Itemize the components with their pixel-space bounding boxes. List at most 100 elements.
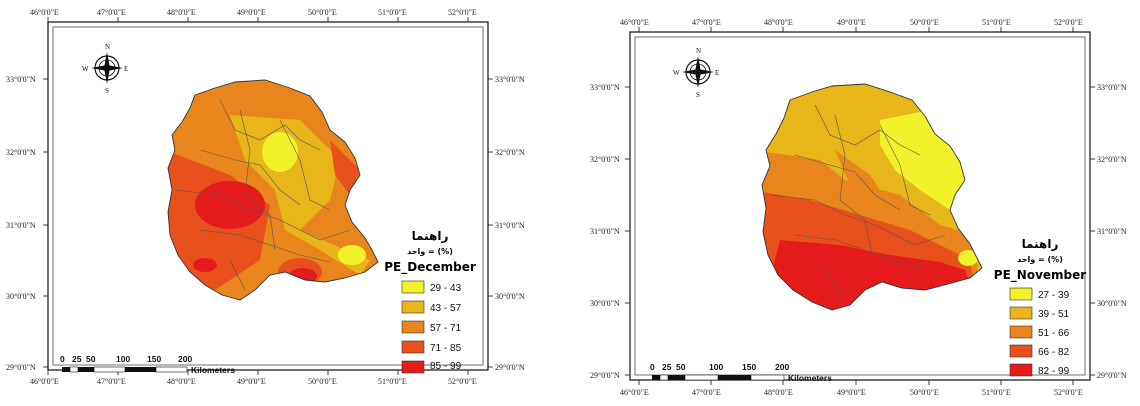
coord-label: 30°0'0"N	[495, 292, 525, 301]
legend-december: راهنما واحد = (%) PE_December 29 - 43 43…	[384, 229, 476, 374]
map-november: 46°0'0"E 47°0'0"E 48°0'0"E 49°0'0"E 50°0…	[590, 18, 1127, 397]
coord-label: 51°0'0"E	[982, 18, 1011, 27]
scale-unit: Kilometers	[788, 373, 832, 383]
coord-label: 51°0'0"E	[982, 388, 1011, 397]
legend-swatch	[401, 320, 425, 334]
coord-label: 52°0'0"E	[448, 377, 477, 386]
coord-label: 51°0'0"E	[378, 8, 407, 17]
coord-label: 48°0'0"E	[167, 8, 196, 17]
legend-layer-name: PE_December	[384, 260, 476, 275]
coord-label: 29°0'0"N	[590, 371, 620, 380]
legend-label: 27 - 39	[1038, 290, 1070, 301]
legend-unit: واحد = (%)	[407, 247, 453, 256]
legend-swatch	[1009, 325, 1033, 339]
legend-title: راهنما	[1022, 237, 1059, 251]
svg-text:S: S	[696, 91, 700, 99]
coord-label: 49°0'0"E	[837, 18, 866, 27]
coord-label: 47°0'0"E	[692, 18, 721, 27]
coord-label: 50°0'0"E	[308, 377, 337, 386]
coord-label: 31°0'0"N	[6, 221, 36, 230]
coord-label: 50°0'0"E	[910, 18, 939, 27]
legend-swatch	[1009, 306, 1033, 320]
legend-swatch	[401, 300, 425, 314]
coord-label: 33°0'0"N	[495, 75, 525, 84]
coord-label: 48°0'0"E	[764, 388, 793, 397]
legend-label: 39 - 51	[1038, 309, 1070, 320]
coord-label: 32°0'0"N	[590, 155, 620, 164]
legend-swatch	[401, 340, 425, 354]
coord-label: 46°0'0"E	[30, 8, 59, 17]
svg-text:S: S	[105, 87, 109, 95]
svg-text:E: E	[715, 69, 719, 77]
coord-label: 33°0'0"N	[1097, 83, 1127, 92]
scale-bar-november: 0 25 50 100 150 200 Kilometers	[650, 362, 832, 383]
coord-label: 29°0'0"N	[495, 363, 525, 372]
legend-label: 82 - 99	[1038, 366, 1070, 377]
coord-label: 30°0'0"N	[590, 299, 620, 308]
map-panel-december: 46°0'0"E 47°0'0"E 48°0'0"E 49°0'0"E 50°0…	[0, 0, 560, 401]
scale-unit: Kilometers	[191, 365, 235, 375]
svg-text:0: 0	[650, 362, 655, 372]
bottom-longitude-labels: 46°0'0"E 47°0'0"E 48°0'0"E 49°0'0"E 50°0…	[620, 388, 1083, 397]
svg-text:50: 50	[676, 362, 686, 372]
legend-swatch	[1009, 363, 1033, 377]
top-longitude-labels: 46°0'0"E 47°0'0"E 48°0'0"E 49°0'0"E 50°0…	[620, 18, 1083, 27]
legend-swatch	[1009, 344, 1033, 358]
coord-label: 33°0'0"N	[590, 83, 620, 92]
svg-text:200: 200	[775, 362, 789, 372]
svg-text:N: N	[696, 47, 701, 55]
legend-label: 71 - 85	[430, 343, 462, 354]
coord-label: 52°0'0"E	[1054, 388, 1083, 397]
legend-swatch	[1009, 287, 1033, 301]
coord-label: 48°0'0"E	[167, 377, 196, 386]
left-latitude-labels: 33°0'0"N 32°0'0"N 31°0'0"N 30°0'0"N 29°0…	[6, 75, 36, 372]
coord-label: 32°0'0"N	[495, 148, 525, 157]
svg-text:100: 100	[116, 354, 130, 364]
coord-label: 48°0'0"E	[764, 18, 793, 27]
right-latitude-labels: 33°0'0"N 32°0'0"N 31°0'0"N 30°0'0"N 29°0…	[1097, 83, 1127, 380]
svg-text:200: 200	[178, 354, 192, 364]
north-arrow-icon: N S E W	[673, 47, 719, 99]
coord-label: 52°0'0"E	[448, 8, 477, 17]
scale-bar-december: 0 25 50 100 150 200 Kilometers	[60, 354, 235, 375]
svg-text:0: 0	[60, 354, 65, 364]
svg-text:100: 100	[709, 362, 723, 372]
legend-label: 43 - 57	[430, 303, 462, 314]
legend-unit: واحد = (%)	[1017, 255, 1063, 264]
coord-label: 46°0'0"E	[620, 18, 649, 27]
coord-label: 49°0'0"E	[837, 388, 866, 397]
legend-swatch	[401, 360, 425, 374]
svg-text:W: W	[82, 65, 89, 73]
top-longitude-labels: 46°0'0"E 47°0'0"E 48°0'0"E 49°0'0"E 50°0…	[30, 8, 477, 17]
coord-label: 29°0'0"N	[6, 363, 36, 372]
coord-label: 51°0'0"E	[378, 377, 407, 386]
legend-title: راهنما	[412, 229, 449, 243]
coord-label: 52°0'0"E	[1054, 18, 1083, 27]
svg-text:150: 150	[742, 362, 756, 372]
coord-label: 50°0'0"E	[910, 388, 939, 397]
north-arrow-icon: N S E W	[82, 43, 128, 95]
coord-label: 31°0'0"N	[1097, 227, 1127, 236]
svg-text:150: 150	[147, 354, 161, 364]
legend-label: 57 - 71	[430, 323, 462, 334]
coord-label: 50°0'0"E	[308, 8, 337, 17]
coord-label: 30°0'0"N	[6, 292, 36, 301]
map-december: 46°0'0"E 47°0'0"E 48°0'0"E 49°0'0"E 50°0…	[6, 8, 525, 386]
coord-label: 49°0'0"E	[237, 8, 266, 17]
svg-text:25: 25	[662, 362, 672, 372]
legend-label: 66 - 82	[1038, 347, 1070, 358]
coord-label: 30°0'0"N	[1097, 299, 1127, 308]
coord-label: 47°0'0"E	[97, 8, 126, 17]
coord-label: 46°0'0"E	[30, 377, 59, 386]
coord-label: 49°0'0"E	[237, 377, 266, 386]
coord-label: 29°0'0"N	[1097, 371, 1127, 380]
coord-label: 32°0'0"N	[6, 148, 36, 157]
legend-layer-name: PE_November	[994, 268, 1086, 283]
svg-text:W: W	[673, 69, 680, 77]
coord-label: 31°0'0"N	[495, 221, 525, 230]
map-panel-november: 46°0'0"E 47°0'0"E 48°0'0"E 49°0'0"E 50°0…	[580, 0, 1140, 401]
svg-text:E: E	[124, 65, 128, 73]
coord-label: 31°0'0"N	[590, 227, 620, 236]
coord-label: 47°0'0"E	[97, 377, 126, 386]
bottom-longitude-labels: 46°0'0"E 47°0'0"E 48°0'0"E 49°0'0"E 50°0…	[30, 377, 477, 386]
